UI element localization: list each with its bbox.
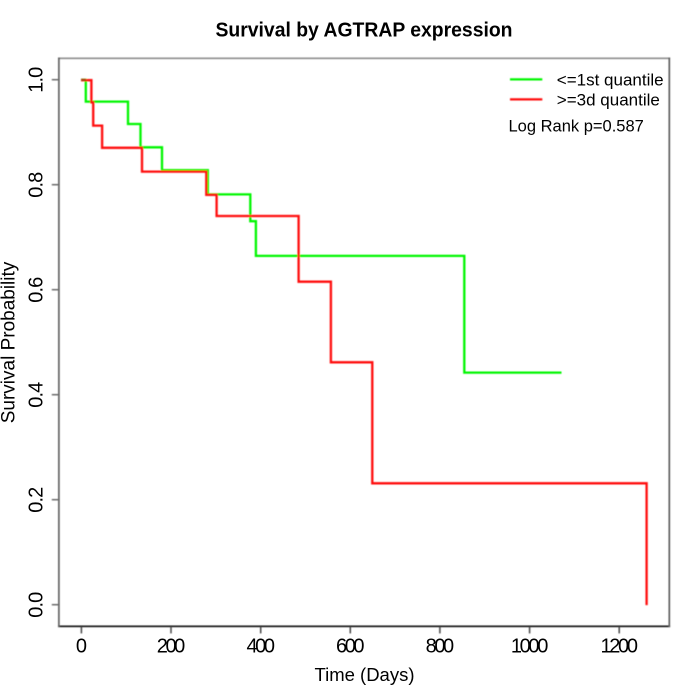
svg-text:0.8: 0.8 — [26, 172, 48, 198]
svg-text:Time (Days): Time (Days) — [314, 664, 414, 685]
svg-text:Log Rank p=0.587: Log Rank p=0.587 — [509, 117, 644, 135]
svg-text:200: 200 — [157, 636, 186, 658]
svg-text:Survival by AGTRAP expression: Survival by AGTRAP expression — [216, 20, 513, 42]
svg-text:0: 0 — [76, 636, 87, 658]
svg-text:0.6: 0.6 — [26, 277, 48, 303]
svg-text:600: 600 — [336, 636, 365, 658]
svg-text:1.0: 1.0 — [26, 67, 48, 93]
svg-text:>=3d quantile: >=3d quantile — [557, 90, 660, 109]
svg-text:0.0: 0.0 — [26, 592, 48, 618]
svg-text:800: 800 — [426, 636, 455, 658]
svg-text:<=1st quantile: <=1st quantile — [557, 70, 664, 89]
svg-text:0.2: 0.2 — [26, 487, 48, 513]
svg-text:400: 400 — [246, 636, 275, 658]
svg-text:0.4: 0.4 — [26, 382, 48, 408]
svg-text:Survival Probability: Survival Probability — [0, 261, 20, 423]
svg-text:1200: 1200 — [600, 636, 638, 658]
svg-text:1000: 1000 — [511, 636, 549, 658]
